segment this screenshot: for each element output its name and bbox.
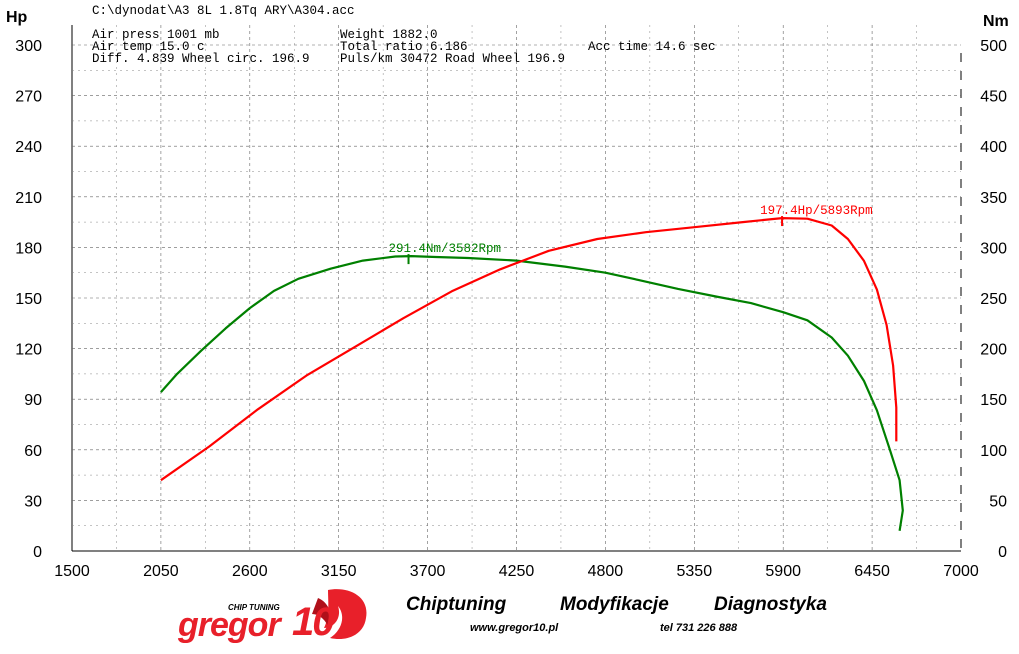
y-left-tick-label: 210: [15, 190, 42, 207]
y-left-tick-label: 120: [15, 342, 42, 359]
y-right-tick-label: 450: [980, 89, 1007, 106]
info-text: Acc time 14.6 sec: [588, 40, 716, 54]
y-left-tick-label: 300: [15, 38, 42, 55]
x-tick-label: 5350: [677, 563, 713, 580]
info-text: Weight 1882.0: [340, 28, 438, 42]
x-tick-label: 6450: [854, 563, 890, 580]
test-info: C:\dynodat\A3 8L 1.8Tq ARY\A304.acc Air …: [92, 4, 716, 66]
left-axis-label: Hp: [6, 9, 28, 26]
info-text: Puls/km 30472 Road Wheel 196.9: [340, 52, 565, 66]
y-left-tick-label: 240: [15, 139, 42, 156]
y-left-tick-label: 30: [24, 493, 42, 510]
y-left-tick-label: 270: [15, 89, 42, 106]
info-text: Air press 1001 mb: [92, 28, 220, 42]
info-text: Diff. 4.839 Wheel circ. 196.9: [92, 52, 310, 66]
file-path: C:\dynodat\A3 8L 1.8Tq ARY\A304.acc: [92, 4, 355, 18]
phone-number: tel 731 226 888: [660, 622, 738, 634]
info-text: Air temp 15.0 c: [92, 40, 205, 54]
power-curve: [160, 217, 898, 482]
tagline-chiptuning: Chiptuning: [406, 594, 507, 615]
grid: [71, 25, 962, 552]
y-left-tick-label: 0: [33, 544, 42, 561]
axis-labels: Hp Nm: [6, 9, 1009, 30]
x-tick-label: 4800: [588, 563, 624, 580]
x-tick-label: 2050: [143, 563, 179, 580]
x-tick-label: 3150: [321, 563, 357, 580]
website-link[interactable]: www.gregor10.pl: [470, 622, 559, 634]
x-tick-label: 7000: [943, 563, 979, 580]
footer-logo: CHIP TUNING gregor 10: [178, 584, 378, 646]
peak-label: 197.4Hp/5893Rpm: [760, 204, 873, 218]
y-right-tick-label: 350: [980, 190, 1007, 207]
y-right-tick-label: 0: [998, 544, 1007, 561]
y-left-tick-label: 60: [24, 443, 42, 460]
y-right-tick-label: 100: [980, 443, 1007, 460]
y-left-tick-label: 180: [15, 240, 42, 257]
logo-main-text: gregor: [178, 606, 281, 644]
right-axis-label: Nm: [983, 13, 1009, 30]
y-right-tick-label: 200: [980, 342, 1007, 359]
flame-icon: [312, 589, 367, 640]
y-right-tick-label: 300: [980, 240, 1007, 257]
x-tick-label: 5900: [765, 563, 801, 580]
info-text: Total ratio 6.186: [340, 40, 468, 54]
y-right-tick-label: 400: [980, 139, 1007, 156]
x-tick-label: 4250: [499, 563, 535, 580]
torque-curve: [160, 255, 904, 531]
y-left-tick-label: 90: [24, 392, 42, 409]
logo-small-text: CHIP TUNING: [228, 603, 280, 612]
tagline-modyfikacje: Modyfikacje: [560, 594, 669, 615]
y-right-tick-label: 150: [980, 392, 1007, 409]
y-right-tick-label: 50: [989, 493, 1007, 510]
x-tick-label: 1500: [54, 563, 90, 580]
logo-suffix-text: 10: [292, 600, 334, 644]
y-right-tick-label: 500: [980, 38, 1007, 55]
series: 291.4Nm/3582Rpm 197.4Hp/5893Rpm: [160, 204, 904, 531]
y-left-tick-label: 150: [15, 291, 42, 308]
x-tick-label: 3700: [410, 563, 446, 580]
peak-label: 291.4Nm/3582Rpm: [389, 242, 502, 256]
y-right-tick-label: 250: [980, 291, 1007, 308]
tagline-diagnostyka: Diagnostyka: [714, 594, 827, 615]
x-tick-label: 2600: [232, 563, 268, 580]
axis-ticks: 1500 2050 2600 3150 3700 4250 4800 5350 5900 6450…: [15, 38, 1007, 580]
